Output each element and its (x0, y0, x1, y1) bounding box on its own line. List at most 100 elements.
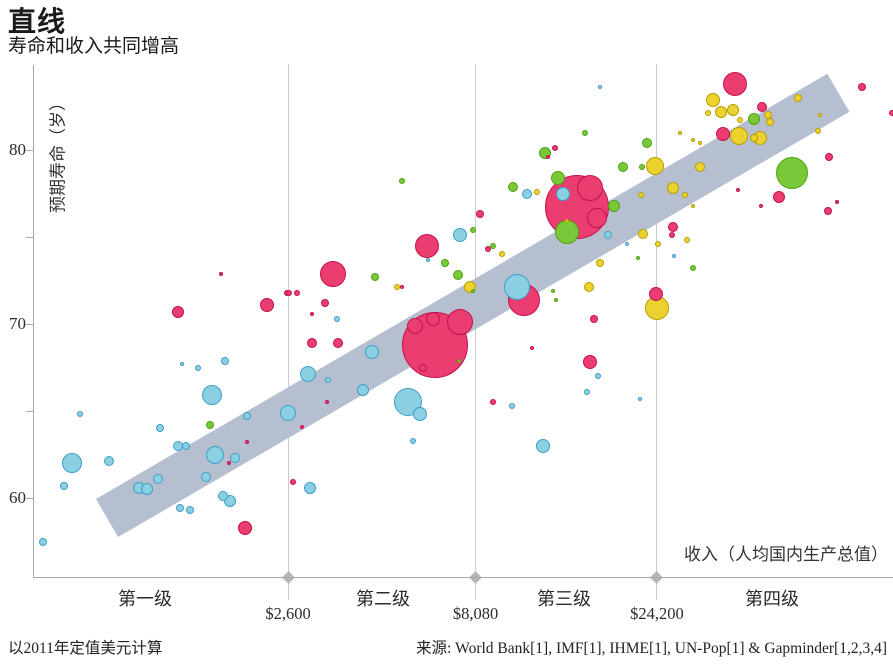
bubble (793, 93, 802, 102)
gridline (475, 64, 477, 600)
bubble (638, 164, 645, 171)
bubble (681, 192, 688, 199)
bubble (672, 254, 677, 259)
bubble (300, 424, 305, 429)
bubble (38, 537, 47, 546)
x-band-label: 第四级 (745, 589, 799, 609)
bubble (141, 483, 154, 496)
bubble (655, 240, 661, 247)
bubble (410, 437, 416, 444)
bubble (321, 299, 329, 308)
bubble (607, 199, 620, 212)
x-band-label: 第二级 (356, 589, 410, 609)
bubble (773, 190, 786, 203)
bubble (584, 388, 591, 395)
bubble (152, 473, 163, 484)
bubble (722, 71, 747, 96)
bubble (736, 188, 741, 193)
bubble (646, 156, 665, 175)
bubble (834, 200, 839, 205)
bubble (749, 133, 758, 142)
bubble (775, 156, 808, 189)
bubble (59, 481, 68, 490)
bubble (590, 314, 599, 323)
bubble (393, 284, 400, 291)
bubble (825, 152, 834, 161)
y-tick (26, 411, 33, 412)
bubble (698, 141, 702, 146)
bubble (638, 396, 642, 401)
bubble (325, 376, 332, 383)
bubble (617, 162, 628, 173)
x-axis-label: 收入（人均国内生产总值） (684, 545, 888, 564)
bubble (624, 241, 629, 246)
bubble (522, 188, 532, 199)
bubble (536, 438, 551, 453)
bubble (202, 385, 223, 406)
bubble (200, 472, 211, 483)
y-tick (26, 150, 33, 151)
x-band-label: 第一级 (118, 589, 172, 609)
bubble (715, 105, 727, 118)
bubble (565, 219, 570, 224)
bubble (595, 259, 604, 268)
bubble (76, 411, 83, 418)
bubble (582, 129, 589, 136)
bubble (504, 274, 531, 301)
source-note: 来源: World Bank[1], IMF[1], IHME[1], UN-P… (416, 640, 887, 657)
bubble (260, 297, 274, 312)
bubble (365, 344, 380, 359)
bubble (498, 251, 505, 258)
bubble (186, 506, 195, 515)
bubble (715, 127, 730, 142)
bubble (293, 289, 300, 296)
bubble (546, 154, 551, 159)
bubble (704, 110, 711, 117)
bubble (507, 181, 518, 192)
bubble (747, 112, 760, 125)
x-tick-label: $8,080 (452, 604, 499, 623)
y-tick-label: 60 (9, 488, 26, 507)
bubble (668, 221, 679, 232)
bubble (290, 479, 296, 486)
bubble (597, 85, 602, 90)
bubble (470, 288, 475, 293)
bubble (425, 257, 430, 262)
page-subtitle: 寿命和收入共同增高 (8, 36, 180, 57)
bubble (286, 289, 292, 296)
bubble (180, 362, 185, 367)
bubble (61, 453, 82, 474)
bubble (691, 203, 696, 208)
bubble (447, 309, 474, 336)
bubble (171, 305, 184, 318)
footnote: 以2011年定值美元计算 (8, 640, 163, 657)
bubble (888, 110, 893, 117)
x-axis-line (33, 577, 893, 578)
bubble (484, 246, 491, 253)
bubble (683, 237, 690, 244)
bubble (705, 92, 720, 107)
gridline (287, 64, 289, 600)
y-axis-line (33, 65, 34, 577)
bubble (155, 424, 164, 433)
y-tick (26, 498, 33, 499)
bubble (357, 384, 369, 397)
bubble (553, 297, 558, 302)
bubble (398, 178, 405, 185)
bubble (399, 285, 404, 290)
bubble (765, 118, 774, 127)
bubble (205, 420, 214, 429)
bubble (556, 186, 570, 201)
bubble (552, 145, 558, 152)
bubble (508, 402, 515, 409)
bubble (333, 315, 340, 322)
bubble (690, 265, 697, 272)
bubble (320, 260, 346, 287)
bubble (195, 364, 201, 371)
bubble (469, 227, 476, 234)
bubble (332, 338, 343, 349)
y-tick-label: 80 (9, 140, 26, 159)
bubble (695, 162, 705, 173)
